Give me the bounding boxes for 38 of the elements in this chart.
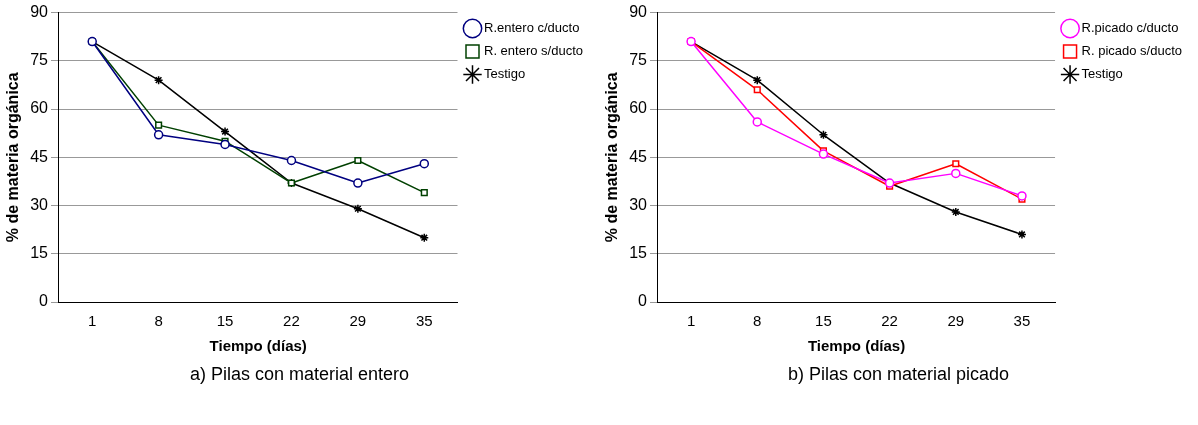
legend-label: R. entero s/ducto (484, 43, 583, 59)
y-tick-label: 90 (30, 3, 49, 21)
legend-label: R.entero c/ducto (484, 20, 580, 36)
y-tick-label: 15 (629, 244, 648, 262)
x-tick-label: 29 (947, 312, 965, 330)
y-tick-label: 90 (629, 3, 648, 21)
x-tick-label: 22 (881, 312, 898, 330)
x-tick-label: 22 (283, 312, 300, 330)
y-axis-title: % de materia orgánica (603, 72, 621, 243)
y-tick-label: 0 (39, 292, 49, 310)
legend-label: R.picado c/ducto (1081, 20, 1179, 36)
legend-label: R. picado s/ducto (1081, 43, 1183, 59)
x-tick-label: 1 (686, 312, 696, 330)
x-tick-label: 15 (815, 312, 832, 330)
x-axis-title: Tiempo (días) (807, 337, 906, 355)
x-tick-label: 1 (88, 312, 97, 330)
legend-label: Testigo (1081, 66, 1123, 82)
y-tick-label: 15 (30, 244, 49, 262)
x-tick-label: 35 (1013, 312, 1031, 330)
x-tick-label: 35 (415, 312, 433, 330)
y-axis-title: % de materia orgánica (4, 72, 22, 243)
x-tick-label: 15 (216, 312, 234, 330)
y-tick-label: 75 (629, 51, 648, 69)
x-axis-title: Tiempo (días) (209, 337, 307, 355)
x-tick-label: 8 (154, 312, 163, 330)
y-tick-label: 60 (629, 99, 648, 117)
legend-label: Testigo (484, 66, 526, 82)
y-tick-label: 75 (30, 51, 49, 69)
y-tick-label: 30 (629, 195, 648, 213)
text: b) Pilas con material picado (786, 364, 1011, 385)
x-tick-label: 8 (753, 312, 762, 330)
y-tick-label: 0 (638, 292, 648, 310)
y-tick-label: 45 (30, 147, 49, 165)
text: a) Pilas con material entero (188, 364, 411, 385)
y-tick-label: 30 (30, 195, 49, 213)
x-tick-label: 29 (349, 312, 367, 330)
y-tick-label: 60 (30, 99, 49, 117)
y-tick-label: 45 (629, 147, 648, 165)
